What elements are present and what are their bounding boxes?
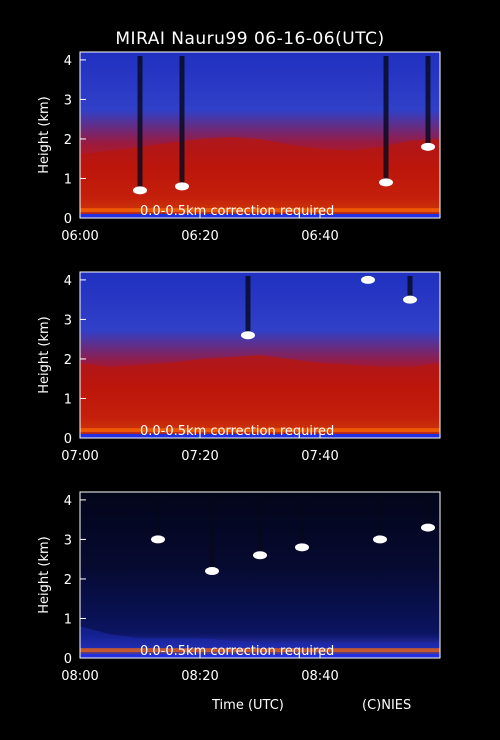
boundary-layer	[80, 355, 440, 438]
y-tick-label: 3	[64, 533, 72, 548]
x-axis-title: Time (UTC)	[212, 698, 284, 713]
surface-line	[80, 434, 440, 438]
x-tick-label: 06:40	[301, 229, 338, 244]
y-tick-label: 0	[64, 652, 72, 667]
cloud-signal-1	[241, 331, 255, 340]
y-tick-label: 0	[64, 432, 72, 447]
cloud-signal-1	[151, 535, 165, 544]
plot-frame	[79, 491, 441, 659]
cloud-signal-6	[421, 523, 435, 532]
y-axis-title: Height (km)	[37, 316, 52, 393]
x-tick-label: 07:20	[181, 449, 218, 464]
y-tick-label: 4	[64, 54, 72, 69]
y-tick-label: 1	[64, 172, 72, 187]
cloud-signal-2	[205, 567, 219, 576]
x-tick-label: 08:40	[301, 669, 338, 684]
plot-frame	[79, 51, 441, 219]
y-tick-label: 2	[64, 573, 72, 588]
y-tick-label: 1	[64, 392, 72, 407]
boundary-layer	[80, 137, 440, 218]
y-axis-title: Height (km)	[37, 536, 52, 613]
x-tick-label: 08:00	[61, 669, 98, 684]
credit-label: (C)NIES	[362, 698, 412, 713]
cloud-signal-3	[379, 178, 393, 187]
y-tick-label: 1	[64, 612, 72, 627]
y-tick-label: 2	[64, 353, 72, 368]
y-axis-title: Height (km)	[37, 96, 52, 173]
y-tick-label: 4	[64, 494, 72, 509]
cloud-signal-2	[361, 275, 375, 284]
chart-title: MIRAI Nauru99 06-16-06(UTC)	[115, 29, 385, 49]
surface-band	[80, 648, 440, 653]
cloud-signal-4	[295, 543, 309, 552]
correction-note: 0.0-0.5km correction required	[140, 644, 334, 659]
x-tick-label: 06:20	[181, 229, 218, 244]
x-tick-label: 07:40	[301, 449, 338, 464]
surface-band	[80, 428, 440, 433]
y-tick-label: 2	[64, 133, 72, 148]
cloud-signal-2	[175, 182, 189, 191]
surface-band	[80, 208, 440, 213]
plot-frame	[79, 271, 441, 439]
cloud-signal-5	[373, 535, 387, 544]
surface-line	[80, 214, 440, 218]
y-tick-label: 0	[64, 212, 72, 227]
x-tick-label: 06:00	[61, 229, 98, 244]
surface-line	[80, 654, 440, 658]
x-tick-label: 08:20	[181, 669, 218, 684]
correction-note: 0.0-0.5km correction required	[140, 424, 334, 439]
x-tick-label: 07:00	[61, 449, 98, 464]
cloud-signal-4	[421, 142, 435, 151]
y-tick-label: 4	[64, 274, 72, 289]
cloud-signal-3	[253, 551, 267, 560]
correction-note: 0.0-0.5km correction required	[140, 204, 334, 219]
y-tick-label: 3	[64, 93, 72, 108]
cloud-signal-1	[133, 186, 147, 195]
y-tick-label: 3	[64, 313, 72, 328]
cloud-signal-3	[403, 295, 417, 304]
